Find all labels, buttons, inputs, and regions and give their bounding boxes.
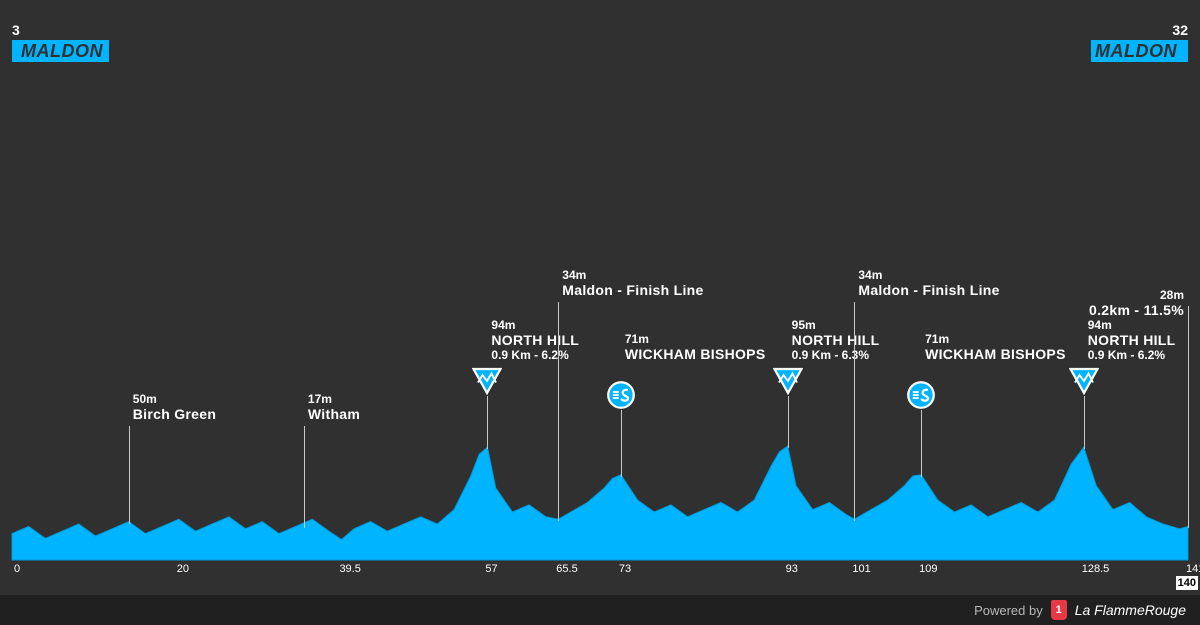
- km-tick: 57: [485, 563, 497, 575]
- kom-icon: [773, 366, 803, 401]
- brand-label: La FlammeRouge: [1075, 602, 1186, 618]
- km-tick: 20: [177, 563, 189, 575]
- marker-label: 17mWitham: [308, 392, 360, 422]
- km-tick: 0: [14, 563, 20, 575]
- marker-label: 34mMaldon - Finish Line: [858, 268, 999, 298]
- marker-label: 95mNORTH HILL0.9 Km - 6.3%: [792, 318, 880, 363]
- elevation-area: [0, 0, 1200, 625]
- powered-by-label: Powered by: [974, 603, 1043, 618]
- marker-line: [558, 302, 559, 521]
- sprint-icon: [906, 380, 936, 415]
- city-alt-label: 32: [1091, 22, 1188, 38]
- footer-bar: Powered by 1 La FlammeRouge: [0, 595, 1200, 625]
- marker-label: 50mBirch Green: [133, 392, 216, 422]
- marker-line: [1188, 306, 1189, 528]
- marker-label: 94mNORTH HILL0.9 Km - 6.2%: [1088, 318, 1176, 363]
- marker-line: [487, 396, 488, 449]
- stage-profile-chart: 3 MALDON 32 MALDON 0 20 39.5 57 65.5 73 93 101 1…: [0, 0, 1200, 625]
- sprint-icon: [606, 380, 636, 415]
- marker-line: [304, 426, 305, 528]
- marker-label: 28m0.2km - 11.5%: [1089, 288, 1184, 318]
- marker-label: 94mNORTH HILL0.9 Km - 6.2%: [491, 318, 579, 363]
- km-tick: 128.5: [1082, 563, 1110, 575]
- km-tick: 93: [786, 563, 798, 575]
- flammerouge-badge-icon: 1: [1051, 600, 1067, 620]
- km-tick: 109: [919, 563, 937, 575]
- marker-line: [921, 410, 922, 477]
- km-tick: 141: [1186, 563, 1200, 575]
- city-name-label: MALDON: [17, 40, 109, 62]
- marker-line: [1084, 396, 1085, 449]
- marker-line: [129, 426, 130, 524]
- km-tick: 65.5: [556, 563, 577, 575]
- finish-km-box: 140: [1176, 576, 1198, 590]
- km-tick: 101: [852, 563, 870, 575]
- marker-line: [854, 302, 855, 521]
- start-city-flag: 3 MALDON: [12, 22, 109, 62]
- km-tick: 39.5: [339, 563, 360, 575]
- marker-line: [621, 410, 622, 477]
- kom-icon: [472, 366, 502, 401]
- marker-line: [788, 396, 789, 448]
- marker-label: 34mMaldon - Finish Line: [562, 268, 703, 298]
- marker-label: 71mWICKHAM BISHOPS: [925, 332, 1066, 362]
- finish-city-flag: 32 MALDON: [1091, 22, 1188, 62]
- km-tick: 73: [619, 563, 631, 575]
- city-alt-label: 3: [12, 22, 109, 38]
- marker-label: 71mWICKHAM BISHOPS: [625, 332, 766, 362]
- city-name-label: MALDON: [1091, 40, 1183, 62]
- kom-icon: [1069, 366, 1099, 401]
